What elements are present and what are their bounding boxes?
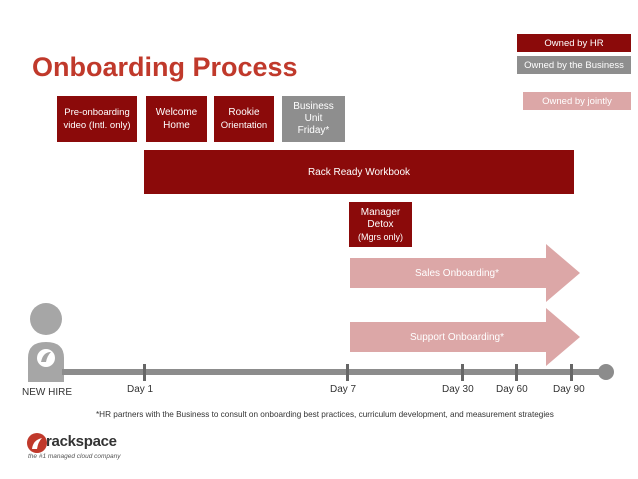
footnote: *HR partners with the Business to consul… xyxy=(96,410,554,419)
day-30-label: Day 30 xyxy=(442,384,474,395)
logo-wordmark: rackspace xyxy=(46,433,117,450)
rack-ready-workbook-bar: Rack Ready Workbook xyxy=(144,150,574,194)
rack-ready-workbook-label: Rack Ready Workbook xyxy=(307,166,411,178)
manager-detox-box: Manager Detox (Mgrs only) xyxy=(349,202,412,247)
new-hire-label: NEW HIRE xyxy=(22,387,72,398)
tick-day-30 xyxy=(461,364,464,381)
day-60-label: Day 60 xyxy=(496,384,528,395)
preonboarding-box: Pre-onboarding video (Intl. only) xyxy=(57,96,137,142)
support-onboarding-label: Support Onboarding* xyxy=(410,332,504,343)
day-7-label: Day 7 xyxy=(330,384,357,395)
sales-onboarding-label: Sales Onboarding* xyxy=(415,268,499,279)
legend-jointly-label: Owned by jointly xyxy=(542,95,612,107)
new-hire-person-icon xyxy=(28,303,64,382)
manager-detox-line-1: Manager xyxy=(360,206,401,218)
welcome-home-line-1: Welcome xyxy=(155,107,198,118)
business-unit-line-2: Unit xyxy=(304,113,323,124)
business-unit-line-1: Business xyxy=(293,101,334,112)
tick-day-60 xyxy=(515,364,518,381)
legend-jointly: Owned by jointly xyxy=(523,92,631,110)
business-unit-friday-box: Business Unit Friday* xyxy=(282,96,345,142)
day-90-label: Day 90 xyxy=(553,384,585,395)
day-1-label: Day 1 xyxy=(127,384,154,395)
welcome-home-box: Welcome Home xyxy=(146,96,207,142)
tick-day-90 xyxy=(570,364,573,381)
legend-hr: Owned by HR xyxy=(517,34,631,52)
rookie-line-1: Rookie xyxy=(228,107,260,118)
preonboarding-line-2: video (Intl. only) xyxy=(63,120,131,131)
rookie-line-2: Orientation xyxy=(220,120,268,131)
sales-onboarding-arrow xyxy=(350,244,580,302)
legend-business: Owned by the Business xyxy=(517,56,631,74)
timeline-line xyxy=(62,369,610,375)
logo-tagline: the #1 managed cloud company xyxy=(28,453,121,460)
manager-detox-line-3: (Mgrs only) xyxy=(357,231,403,242)
legend-hr-label: Owned by HR xyxy=(544,37,604,49)
timeline-end-dot xyxy=(598,364,614,380)
preonboarding-line-1: Pre-onboarding xyxy=(64,107,130,118)
legend-business-label: Owned by the Business xyxy=(524,59,624,71)
rookie-orientation-box: Rookie Orientation xyxy=(214,96,274,142)
welcome-home-line-2: Home xyxy=(163,120,190,131)
rackspace-logo-icon xyxy=(27,433,47,453)
business-unit-line-3: Friday* xyxy=(297,125,330,136)
tick-day-7 xyxy=(346,364,349,381)
tick-day-1 xyxy=(143,364,146,381)
manager-detox-line-2: Detox xyxy=(367,218,394,230)
page-title: Onboarding Process xyxy=(32,52,298,82)
support-onboarding-arrow xyxy=(350,308,580,366)
